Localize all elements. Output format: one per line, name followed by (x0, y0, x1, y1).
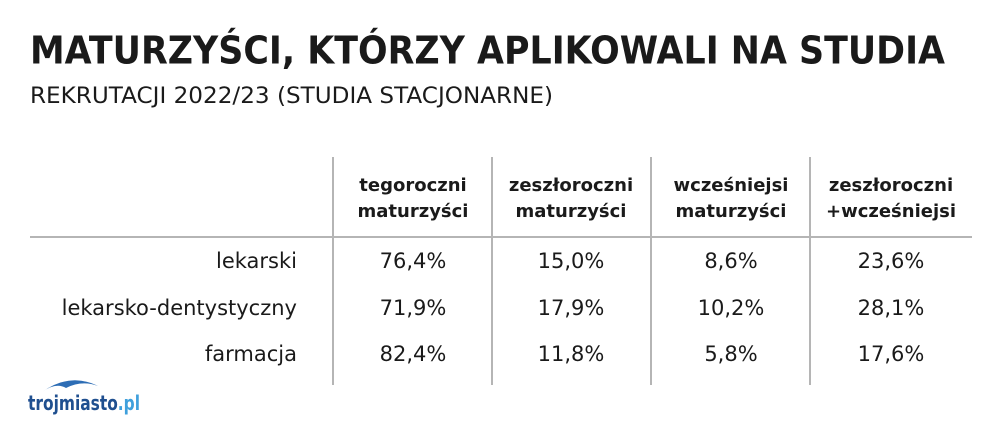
table-grid (30, 157, 972, 385)
column-header: zeszłoroczni (829, 175, 953, 196)
logo-swoosh (42, 380, 98, 392)
cell: 8,6% (704, 249, 757, 273)
subtitle: REKRUTACJI 2022/23 (STUDIA STACJONARNE) (30, 84, 553, 109)
cell: 10,2% (698, 296, 765, 320)
title: MATURZYŚCI, KTÓRZY APLIKOWALI NA STUDIA (30, 29, 946, 73)
column-header: wcześniejsi (674, 175, 789, 196)
cell: 76,4% (380, 249, 447, 273)
column-header: maturzyści (516, 201, 627, 222)
cell: 17,9% (538, 296, 605, 320)
column-header: maturzyści (358, 201, 469, 222)
logo-name: trojmiasto (28, 391, 118, 415)
logo-text: trojmiasto.pl (28, 391, 140, 415)
cell: 82,4% (380, 342, 447, 366)
cell: 5,8% (704, 342, 757, 366)
column-header: maturzyści (676, 201, 787, 222)
row-label: farmacja (205, 342, 297, 366)
logo: trojmiasto.pl (28, 380, 140, 415)
cell: 23,6% (858, 249, 925, 273)
column-header: zeszłoroczni (509, 175, 633, 196)
cell: 11,8% (538, 342, 605, 366)
column-header: +wcześniejsi (826, 201, 956, 222)
column-header: tegoroczni (359, 175, 466, 196)
cell: 17,6% (858, 342, 925, 366)
cell: 28,1% (858, 296, 925, 320)
logo-suffix: .pl (118, 391, 140, 415)
cell: 15,0% (538, 249, 605, 273)
row-label: lekarski (216, 249, 297, 273)
row-label: lekarsko-dentystyczny (62, 296, 297, 320)
cell: 71,9% (380, 296, 447, 320)
